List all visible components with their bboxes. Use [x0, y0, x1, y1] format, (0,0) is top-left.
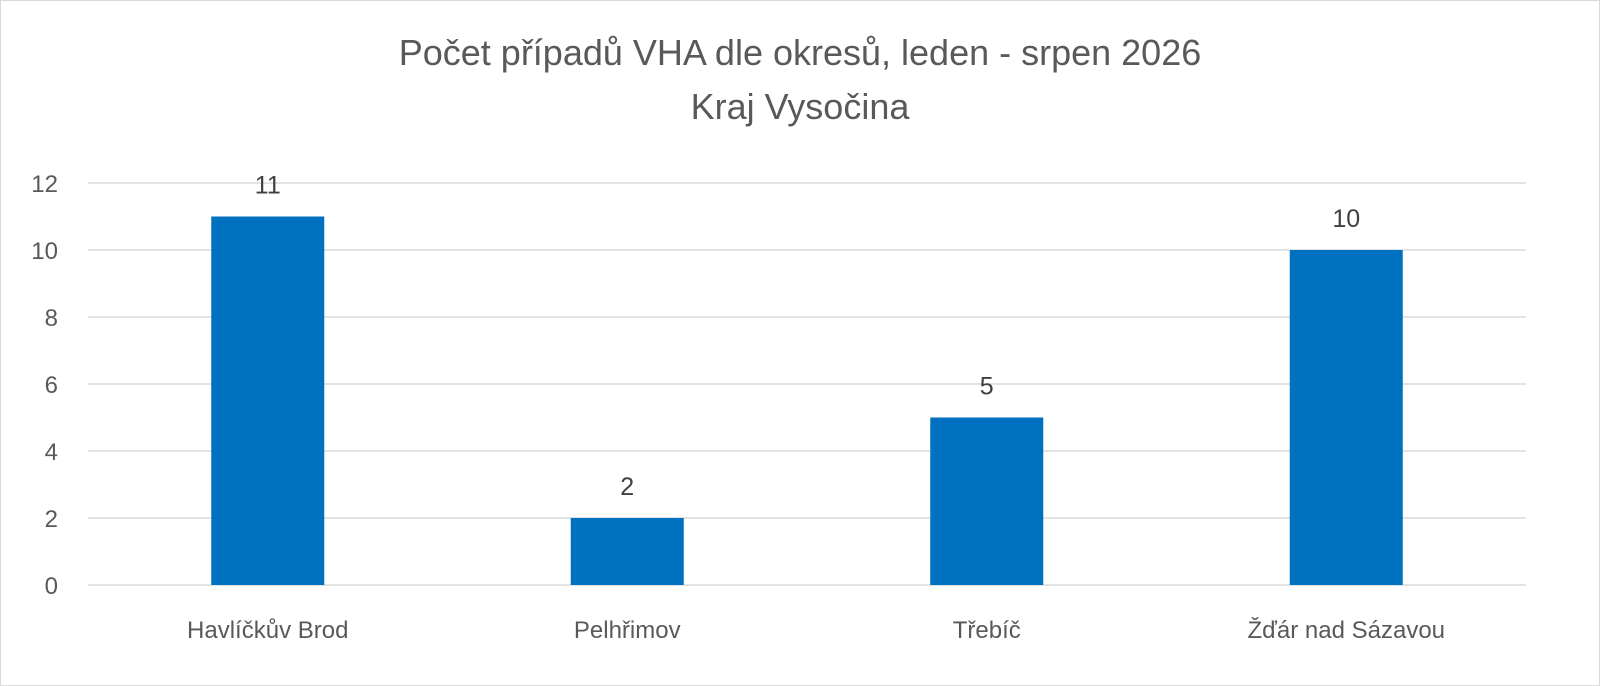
bar — [211, 216, 325, 585]
y-tick-label: 8 — [45, 305, 58, 332]
chart-title: Počet případů VHA dle okresů, leden - sr… — [398, 32, 1202, 73]
bars — [211, 216, 1403, 585]
category-label: Žďár nad Sázavou — [1247, 617, 1445, 644]
y-tick-label: 0 — [45, 573, 58, 600]
data-label: 2 — [620, 473, 634, 501]
chart-title-block: Počet případů VHA dle okresů, leden - sr… — [0, 26, 1600, 134]
bar — [570, 518, 684, 585]
category-label: Třebíč — [953, 617, 1021, 644]
data-label: 11 — [255, 172, 281, 200]
gridlines — [88, 182, 1526, 586]
y-tick-label: 4 — [45, 439, 58, 466]
y-tick-label: 10 — [31, 238, 58, 265]
bar — [1289, 250, 1403, 585]
bar — [930, 417, 1044, 585]
data-label: 5 — [980, 373, 994, 401]
category-label: Pelhřimov — [574, 617, 681, 644]
y-tick-label: 12 — [31, 171, 58, 198]
y-tick-label: 6 — [45, 372, 58, 399]
category-label: Havlíčkův Brod — [187, 617, 348, 644]
category-labels: Havlíčkův Brod Pelhřimov Třebíč Žďár nad Sá… — [187, 617, 1445, 644]
chart-subtitle: Kraj Vysočina — [690, 86, 910, 127]
y-axis-ticks: 0 2 4 6 8 10 12 — [31, 171, 58, 600]
data-labels: 11 2 5 10 — [255, 172, 1360, 502]
y-tick-label: 2 — [45, 506, 58, 533]
data-label: 10 — [1332, 205, 1360, 233]
